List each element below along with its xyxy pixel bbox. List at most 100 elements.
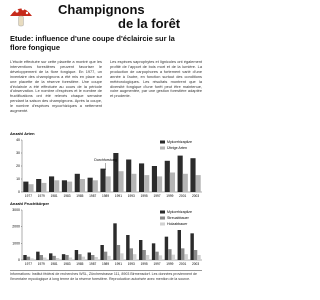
x-tick-label: 1987 xyxy=(89,262,96,266)
x-tick-label: 1977 xyxy=(25,262,32,266)
bar xyxy=(133,254,137,260)
x-tick-label: 1999 xyxy=(166,262,173,266)
bar xyxy=(49,253,53,260)
x-tick-label: 1979 xyxy=(38,262,45,266)
x-tick-label: 1983 xyxy=(63,194,70,198)
bar xyxy=(107,255,111,260)
legend-swatch xyxy=(160,140,165,144)
y-tick-label: 1000 xyxy=(12,241,20,245)
bar xyxy=(197,255,201,260)
bar xyxy=(91,255,95,260)
bar xyxy=(81,256,85,260)
bar xyxy=(171,254,175,260)
bar xyxy=(92,180,98,192)
bar xyxy=(116,245,121,260)
bar xyxy=(169,172,175,192)
x-tick-label: 1995 xyxy=(141,194,148,198)
bar xyxy=(157,176,163,192)
bar xyxy=(190,158,196,192)
x-tick-label: 1991 xyxy=(115,194,122,198)
bar xyxy=(100,168,106,192)
bar xyxy=(55,258,60,260)
legend-swatch xyxy=(160,216,165,220)
bar xyxy=(129,248,133,260)
x-tick-label: 1997 xyxy=(153,262,160,266)
bar xyxy=(151,243,156,260)
x-tick-label: 1989 xyxy=(102,194,109,198)
bar xyxy=(39,255,43,260)
page: {"header": {"title_line1": "Champignons"… xyxy=(10,2,202,281)
bar xyxy=(94,257,98,260)
bar xyxy=(177,230,181,260)
y-tick-label: 40 xyxy=(16,138,20,142)
bar xyxy=(164,236,169,260)
text-column: Les espèces saprophytes et lignicoles on… xyxy=(110,59,202,99)
legend-swatch xyxy=(160,210,165,214)
bar xyxy=(144,175,150,192)
bar xyxy=(74,173,80,192)
bar xyxy=(79,179,85,192)
bar xyxy=(139,240,143,260)
bar xyxy=(145,255,150,260)
bar xyxy=(164,160,170,192)
bar xyxy=(113,153,119,192)
divider xyxy=(10,270,202,271)
bar xyxy=(142,250,146,260)
x-tick-label: 1995 xyxy=(141,262,148,266)
bar xyxy=(54,180,60,192)
bar xyxy=(78,254,82,260)
x-tick-label: 1993 xyxy=(128,194,135,198)
x-tick-label: 1985 xyxy=(76,194,83,198)
x-tick-label: 2001 xyxy=(179,262,186,266)
bar xyxy=(113,223,117,260)
bar xyxy=(87,177,93,192)
legend-label: Mykorrhizapilze xyxy=(167,140,192,144)
x-tick-label: 1989 xyxy=(102,262,109,266)
bar xyxy=(30,258,34,260)
chart: Anzahl Fruchtkörper 0 1000 2000 3000 1977 1979… xyxy=(10,201,202,266)
bar xyxy=(177,155,183,192)
bar xyxy=(195,175,201,192)
bar xyxy=(36,179,42,192)
y-axis-label: Anzahl Fruchtkörper xyxy=(10,201,50,206)
bar xyxy=(103,251,108,260)
x-tick-label: 1981 xyxy=(51,194,58,198)
legend-swatch xyxy=(160,146,165,150)
bar xyxy=(126,235,130,260)
bar xyxy=(105,176,111,192)
x-tick-label: 1999 xyxy=(166,194,173,198)
x-tick-label: 1991 xyxy=(115,262,122,266)
x-tick-label: 1987 xyxy=(89,194,96,198)
y-tick-label: 10 xyxy=(16,177,20,181)
bar xyxy=(190,233,194,260)
bar xyxy=(151,166,157,192)
bar xyxy=(49,176,55,192)
x-tick-label: 1977 xyxy=(25,194,32,198)
bar xyxy=(68,257,73,260)
x-tick-label: 1983 xyxy=(63,262,70,266)
x-tick-label: 1979 xyxy=(38,194,45,198)
x-tick-label: 2003 xyxy=(192,194,199,198)
bar xyxy=(67,181,73,192)
x-tick-label: 1985 xyxy=(76,262,83,266)
title-line: de la forêt xyxy=(118,16,181,31)
annotation: Durchforstung xyxy=(94,158,117,162)
y-tick-label: 3000 xyxy=(12,208,20,212)
legend-label: Streuabbauer xyxy=(167,216,190,220)
title-line: Champignons xyxy=(58,2,145,17)
bar xyxy=(120,253,124,260)
bar xyxy=(65,255,69,260)
bar xyxy=(168,249,172,260)
bar xyxy=(74,250,79,260)
bar xyxy=(52,255,56,260)
legend-label: Übrige Arten xyxy=(167,146,187,150)
y-tick-label: 2000 xyxy=(12,225,20,229)
bar xyxy=(155,251,159,260)
bar xyxy=(23,181,29,192)
y-tick-label: 20 xyxy=(16,164,20,168)
text-column: L'étude effectuée sur cette placette a m… xyxy=(10,59,102,114)
legend-label: Holzabbauer xyxy=(167,222,188,226)
bar xyxy=(158,255,163,260)
y-tick-label: 0 xyxy=(18,190,20,194)
bar xyxy=(28,184,34,192)
